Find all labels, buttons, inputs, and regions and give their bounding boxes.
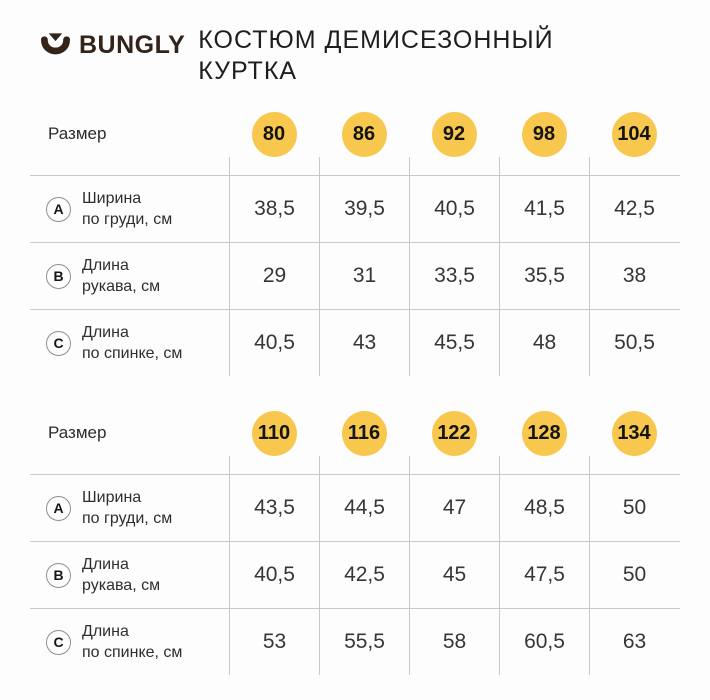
column-ticks (30, 456, 680, 474)
size-badge: 86 (341, 111, 387, 157)
measure-letter-badge: C (46, 330, 71, 356)
measure-value: 53 (229, 609, 319, 675)
size-badge: 104 (611, 111, 657, 157)
measure-value: 45 (409, 542, 499, 608)
measure-value: 50,5 (589, 310, 679, 376)
measure-row-chest-width: A Ширина по груди, см 43,5 44,5 47 48,5 5… (30, 474, 680, 541)
column-ticks (30, 157, 680, 175)
measure-row-sleeve-length: B Длина рукава, см 40,5 42,5 45 47,5 50 (30, 541, 680, 608)
measure-value: 42,5 (589, 176, 679, 242)
measure-value: 50 (589, 542, 679, 608)
measure-value: 40,5 (409, 176, 499, 242)
measure-value: 31 (319, 243, 409, 309)
size-table-110-134: Размер 110 116 122 128 134 A Ширина по гр… (30, 410, 680, 675)
measure-label: Длина рукава, см (82, 257, 161, 295)
measure-row-back-length: C Длина по спинке, см 40,5 43 45,5 48 50,… (30, 309, 680, 376)
page-header: BUNGLY КОСТЮМ ДЕМИСЕЗОННЫЙ КУРТКА (30, 25, 680, 87)
measure-row-chest-width: A Ширина по груди, см 38,5 39,5 40,5 41,5… (30, 175, 680, 242)
measure-value: 29 (229, 243, 319, 309)
size-badge: 80 (251, 111, 297, 157)
measure-value: 48 (499, 310, 589, 376)
size-badge: 128 (521, 410, 567, 456)
size-table-80-104: Размер 80 86 92 98 104 A Ширина по груди,… (30, 111, 680, 376)
measure-label: Ширина по груди, см (82, 190, 173, 228)
size-row-label: Размер (48, 423, 107, 442)
measure-value: 55,5 (319, 609, 409, 675)
measure-value: 33,5 (409, 243, 499, 309)
size-chart-page: BUNGLY КОСТЮМ ДЕМИСЕЗОННЫЙ КУРТКА Размер … (30, 25, 680, 675)
size-header-row: Размер 80 86 92 98 104 (30, 111, 680, 157)
measure-letter-badge: B (46, 562, 71, 588)
measure-letter-badge: A (46, 196, 71, 222)
measure-letter-badge: B (46, 263, 71, 289)
measure-value: 44,5 (319, 475, 409, 541)
measure-value: 48,5 (499, 475, 589, 541)
measure-value: 43,5 (229, 475, 319, 541)
size-badge: 122 (431, 410, 477, 456)
measure-value: 58 (409, 609, 499, 675)
measure-value: 38 (589, 243, 679, 309)
measure-label: Длина рукава, см (82, 556, 161, 594)
measure-value: 40,5 (229, 542, 319, 608)
measure-value: 47,5 (499, 542, 589, 608)
size-badge: 116 (341, 410, 387, 456)
size-header-row: Размер 110 116 122 128 134 (30, 410, 680, 456)
page-title: КОСТЮМ ДЕМИСЕЗОННЫЙ КУРТКА (198, 25, 553, 87)
measure-value: 41,5 (499, 176, 589, 242)
brand-logo: BUNGLY (40, 31, 185, 60)
measure-value: 39,5 (319, 176, 409, 242)
measure-label: Длина по спинке, см (82, 623, 183, 661)
measure-value: 43 (319, 310, 409, 376)
measure-label: Ширина по груди, см (82, 489, 173, 527)
measure-value: 60,5 (499, 609, 589, 675)
size-badge: 134 (611, 410, 657, 456)
size-badge: 98 (521, 111, 567, 157)
measure-value: 40,5 (229, 310, 319, 376)
measure-value: 50 (589, 475, 679, 541)
size-row-label: Размер (48, 124, 107, 143)
measure-value: 42,5 (319, 542, 409, 608)
measure-value: 45,5 (409, 310, 499, 376)
measure-value: 47 (409, 475, 499, 541)
measure-value: 63 (589, 609, 679, 675)
bungly-smile-icon (40, 31, 71, 60)
measure-label: Длина по спинке, см (82, 324, 183, 362)
measure-row-sleeve-length: B Длина рукава, см 29 31 33,5 35,5 38 (30, 242, 680, 309)
page-title-line1: КОСТЮМ ДЕМИСЕЗОННЫЙ (198, 26, 554, 54)
measure-letter-badge: A (46, 495, 71, 521)
measure-row-back-length: C Длина по спинке, см 53 55,5 58 60,5 63 (30, 608, 680, 675)
brand-name: BUNGLY (79, 31, 186, 59)
page-title-line2: КУРТКА (198, 57, 298, 85)
size-badge: 92 (431, 111, 477, 157)
measure-letter-badge: C (46, 629, 71, 655)
measure-value: 38,5 (229, 176, 319, 242)
measure-value: 35,5 (499, 243, 589, 309)
size-badge: 110 (251, 410, 297, 456)
